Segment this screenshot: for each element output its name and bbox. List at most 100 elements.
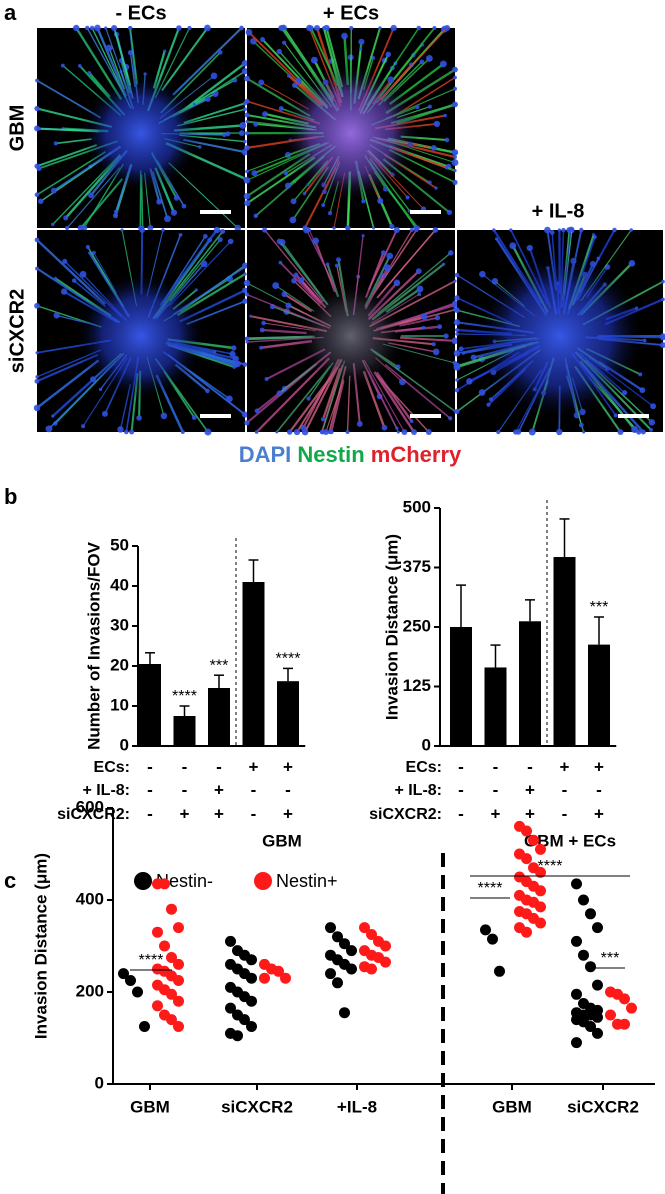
- cell-nucleus: [124, 429, 129, 435]
- cell-nucleus: [444, 137, 450, 143]
- cell-nucleus: [284, 182, 292, 189]
- data-point: [521, 853, 532, 865]
- condition-sign: +: [283, 804, 293, 823]
- cell-nucleus: [306, 396, 311, 401]
- micrograph: [243, 226, 459, 436]
- cell-nucleus: [578, 422, 584, 428]
- data-point: [332, 931, 343, 943]
- cell-nucleus: [129, 429, 135, 435]
- cell-nucleus: [283, 171, 288, 176]
- cell-nucleus: [393, 279, 401, 287]
- data-point: [619, 993, 630, 1005]
- bar: [277, 681, 299, 746]
- cell-nucleus: [349, 25, 354, 31]
- cell-nucleus: [241, 411, 249, 418]
- cell-nucleus: [114, 209, 119, 214]
- cell-nucleus: [245, 119, 249, 124]
- cell-nucleus: [430, 145, 437, 151]
- condition-sign: -: [147, 780, 153, 799]
- micrograph: [34, 24, 249, 232]
- cell-nucleus: [452, 300, 458, 306]
- cell-nucleus: [98, 387, 102, 392]
- cell-nucleus: [561, 227, 566, 233]
- cell-nucleus: [244, 200, 251, 207]
- panel-label: c: [4, 868, 16, 893]
- cell-nucleus: [434, 186, 438, 190]
- condition-sign: +: [491, 804, 501, 823]
- data-point: [592, 1011, 603, 1023]
- cell-nucleus: [128, 26, 133, 30]
- cell-nucleus: [310, 56, 318, 64]
- y-tick-label: 125: [403, 676, 431, 695]
- cell-nucleus: [162, 49, 167, 53]
- condition-sign: -: [182, 757, 188, 776]
- cell-nucleus: [33, 404, 41, 412]
- cell-nucleus: [416, 25, 422, 31]
- stain-name: DAPI: [239, 442, 292, 467]
- cell-nucleus: [638, 372, 643, 377]
- cell-nucleus: [264, 377, 269, 381]
- condition-label: + IL-8:: [394, 782, 442, 799]
- cell-nucleus: [231, 345, 237, 351]
- cell-nucleus: [409, 419, 414, 424]
- data-point: [494, 965, 505, 977]
- significance: ****: [276, 651, 301, 668]
- cell-nucleus: [232, 355, 239, 362]
- cell-nucleus: [319, 429, 325, 435]
- data-point: [592, 1027, 603, 1039]
- cell-nucleus: [417, 292, 422, 297]
- cell-nucleus: [243, 272, 247, 276]
- cell-strand: [371, 229, 418, 298]
- cell-nucleus: [251, 170, 258, 177]
- cell-nucleus: [37, 198, 44, 205]
- cell-nucleus: [579, 227, 584, 233]
- data-point: [166, 952, 177, 963]
- cell-nucleus: [89, 25, 95, 31]
- column-header: - ECs: [115, 2, 166, 24]
- cell-nucleus: [245, 340, 249, 344]
- cell-nucleus: [200, 260, 208, 268]
- cell-nucleus: [253, 121, 259, 127]
- cell-nucleus: [262, 111, 268, 117]
- cell-nucleus: [345, 225, 351, 231]
- group-title: GBM + ECs: [524, 831, 616, 850]
- cell-nucleus: [416, 285, 424, 293]
- significance: ***: [601, 950, 620, 967]
- cell-strand: [376, 229, 436, 299]
- cell-nucleus: [35, 78, 39, 83]
- cell-nucleus: [242, 362, 248, 367]
- cell-nucleus: [244, 292, 250, 297]
- column-header: + ECs: [323, 2, 379, 24]
- cell-nucleus: [77, 64, 82, 68]
- cell-nucleus: [452, 66, 458, 73]
- cell-nucleus: [427, 180, 432, 185]
- data-point: [592, 922, 603, 934]
- cell-nucleus: [492, 228, 496, 232]
- cell-nucleus: [243, 177, 251, 184]
- cell-nucleus: [239, 122, 247, 129]
- cell-nucleus: [454, 295, 460, 301]
- condition-sign: -: [562, 804, 568, 823]
- condition-sign: -: [147, 804, 153, 823]
- cell-nucleus: [325, 262, 330, 267]
- cell-nucleus: [461, 351, 465, 355]
- cell-nucleus: [156, 198, 163, 205]
- data-point: [280, 972, 291, 984]
- cell-strand: [172, 27, 243, 96]
- y-tick-label: 20: [110, 655, 129, 674]
- x-tick-label: +IL-8: [337, 1097, 377, 1116]
- cell-nucleus: [60, 288, 68, 295]
- cell-nucleus: [420, 313, 428, 321]
- cell-nucleus: [308, 25, 314, 31]
- condition-sign: -: [527, 757, 533, 776]
- cell-nucleus: [180, 429, 185, 435]
- cell-nucleus: [409, 227, 414, 233]
- cell-nucleus: [161, 228, 165, 232]
- cell-nucleus: [210, 72, 218, 80]
- cell-nucleus: [419, 59, 425, 65]
- data-point: [535, 843, 546, 855]
- cell-strand: [264, 229, 324, 303]
- data-point: [159, 940, 170, 952]
- cell-nucleus: [204, 24, 211, 32]
